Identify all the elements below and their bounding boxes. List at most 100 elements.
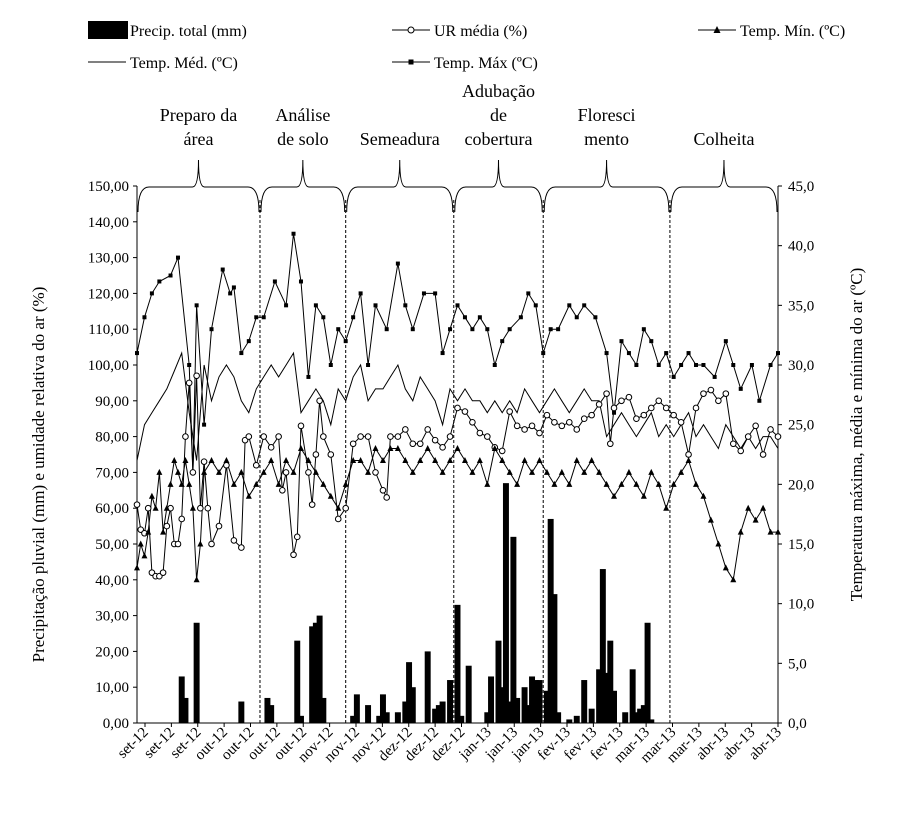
ur-point [409, 440, 417, 448]
ur-point [588, 411, 595, 419]
tmin-point [312, 468, 319, 475]
ur-point [159, 569, 167, 576]
tmin-point [633, 480, 640, 487]
precip-bar [566, 719, 573, 723]
ur-point [252, 461, 260, 469]
tmin-point [186, 480, 193, 487]
ur-point [707, 386, 715, 394]
ur-point [573, 426, 581, 433]
y-left-tick-label: 150,00 [88, 179, 129, 195]
precip-bar [447, 680, 454, 723]
ur-point [200, 458, 208, 465]
ur-point [506, 408, 513, 415]
ur-point [759, 451, 767, 458]
precip-bar [622, 712, 629, 723]
legend-swatch-triangle [713, 26, 721, 33]
ur-point [715, 397, 722, 405]
tmax-point [194, 303, 199, 308]
phase-label: cobertura [465, 129, 533, 149]
ur-point [297, 422, 305, 430]
tmin-point [260, 468, 267, 475]
ur-point [566, 418, 573, 426]
tmax-point [556, 327, 561, 332]
y-right-axis-title: Temperatura máxima, média e mínima do ar… [847, 268, 866, 602]
precip-bar [320, 697, 327, 723]
y-left-tick-label: 110,00 [88, 322, 129, 338]
tmin-point [320, 480, 327, 487]
y-left-tick-label: 50,00 [95, 537, 129, 553]
ur-point [551, 418, 558, 426]
ur-point [394, 433, 402, 440]
precip-bar [484, 712, 491, 723]
ur-point [498, 447, 506, 455]
phase-label: Preparo da [160, 105, 237, 125]
ur-point [655, 397, 663, 405]
tmax-point [612, 410, 617, 415]
tmin-point [491, 445, 498, 452]
ur-point [282, 469, 290, 476]
tmax-point [518, 315, 523, 320]
tmax-point [492, 363, 497, 367]
ur-point [223, 461, 230, 469]
ur-point [372, 469, 379, 476]
tmax-point [649, 339, 654, 344]
tmin-point [461, 456, 468, 463]
ur-point [416, 440, 424, 448]
tmin-series-line [136, 447, 778, 582]
tmin-point [394, 445, 401, 452]
precip-bar [573, 715, 580, 723]
precip-bar [424, 651, 431, 723]
tmax-point [366, 363, 371, 367]
ur-point [334, 515, 342, 523]
tmin-point [327, 492, 334, 499]
precip-bar [268, 705, 275, 723]
tmin-point [454, 445, 461, 452]
phase-label: Semeadura [360, 129, 440, 149]
ur-point [521, 426, 528, 433]
tmin-point [160, 528, 167, 535]
ur-point [379, 487, 387, 494]
ur-point [185, 379, 193, 387]
tmax-point [261, 315, 266, 320]
tmin-point [693, 480, 700, 487]
phase-label: Análise [275, 105, 330, 125]
ur-point [752, 422, 759, 430]
tmin-point [402, 456, 409, 463]
legend-item-tmed: Temp. Méd. (ºC) [88, 55, 238, 72]
tmax-point [410, 327, 415, 332]
tmax-point [462, 315, 467, 320]
ur-point [543, 411, 551, 419]
y-left-tick-label: 90,00 [95, 394, 129, 410]
ur-point [245, 433, 253, 440]
ur-point [189, 469, 197, 476]
tmax-point [548, 327, 553, 332]
legend-swatch-square [408, 59, 414, 65]
tmin-point [551, 480, 558, 487]
tmax-point [686, 351, 691, 356]
tmax-point [284, 303, 289, 308]
y-right-tick-label: 15,0 [788, 537, 814, 553]
y-left-tick-label: 120,00 [88, 286, 129, 302]
tmax-point [619, 339, 624, 344]
tmin-point [640, 492, 647, 499]
ur-point [383, 494, 390, 501]
tmin-point [152, 504, 159, 511]
tmax-point [541, 351, 546, 356]
precip-bar [350, 715, 357, 723]
phase-brace [137, 159, 260, 213]
precip-bar [532, 680, 539, 723]
tmin-point [245, 492, 252, 499]
precip-bar [603, 672, 610, 723]
y-left-tick-label: 70,00 [95, 465, 129, 481]
tmin-point [238, 468, 245, 475]
precip-bar [406, 662, 413, 723]
tmin-point [521, 456, 528, 463]
ur-point [182, 433, 189, 440]
tmax-point [272, 279, 277, 284]
y-left-tick-label: 10,00 [95, 680, 129, 696]
legend-label-tmin: Temp. Mín. (ºC) [740, 23, 845, 40]
tmin-point [145, 528, 152, 535]
precip-bar [264, 697, 271, 723]
y-right-tick-label: 40,0 [788, 239, 814, 255]
phase-brace [543, 159, 670, 213]
